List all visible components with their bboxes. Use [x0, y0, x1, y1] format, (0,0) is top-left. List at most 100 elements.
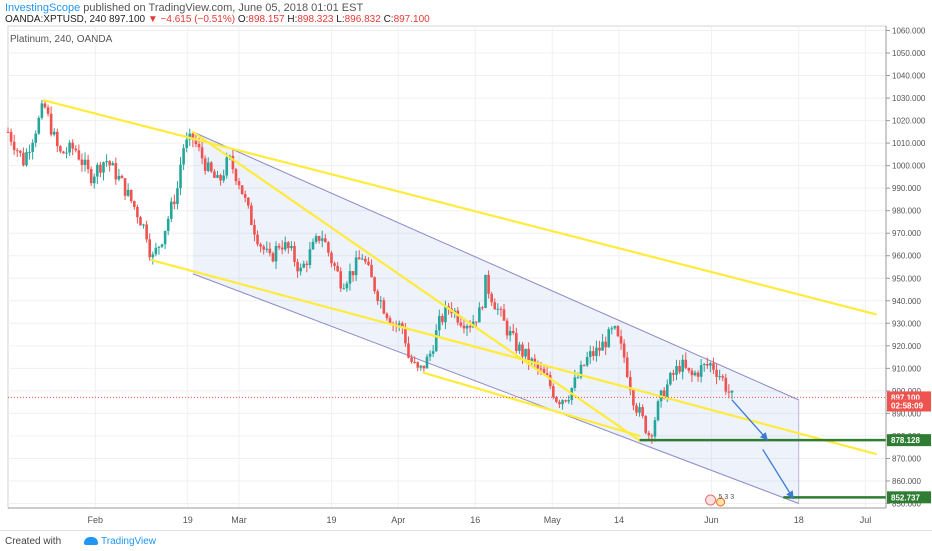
candle-body — [213, 171, 216, 178]
candle-body — [613, 326, 617, 329]
y-tick-label: 950.000 — [892, 274, 921, 283]
candle-body — [490, 293, 493, 303]
tradingview-link[interactable]: TradingView — [84, 536, 156, 547]
y-tick-label: 1040.000 — [892, 72, 926, 81]
candle-body — [561, 400, 564, 405]
candle-body — [629, 376, 632, 390]
y-tick-label: 1020.000 — [892, 117, 926, 126]
candle-body — [333, 263, 336, 266]
candle-body — [665, 384, 669, 399]
candle-body — [117, 175, 121, 180]
price-badge — [887, 399, 931, 412]
candle-body — [74, 148, 78, 151]
candle-body — [327, 242, 330, 253]
candle-body — [727, 391, 731, 393]
candle-body — [721, 376, 725, 378]
y-tick-label: 1030.000 — [892, 94, 926, 103]
x-tick-label: 19 — [326, 515, 336, 525]
y-tick-label: 960.000 — [892, 252, 921, 261]
candle-body — [148, 239, 152, 258]
y-tick-label: 910.000 — [892, 364, 921, 373]
candle-body — [336, 265, 339, 272]
candle-body — [114, 163, 118, 180]
projection-arrow — [731, 399, 769, 441]
candle-body — [456, 310, 460, 323]
x-tick-label: 18 — [794, 515, 804, 525]
candle-body — [625, 357, 629, 377]
candle-body — [715, 369, 718, 377]
candle-body — [576, 377, 580, 379]
candle-body — [419, 365, 423, 368]
y-tick-label: 850.000 — [892, 499, 921, 508]
candle-body — [564, 400, 567, 402]
candle-body — [246, 197, 250, 206]
candle-body — [635, 405, 638, 413]
candle-body — [31, 142, 34, 153]
candle-body — [37, 117, 41, 134]
y-tick-label: 1010.000 — [892, 139, 926, 148]
projection-arrow — [762, 449, 795, 500]
open-label: O: — [237, 14, 249, 25]
candle-body — [320, 238, 324, 241]
candle-body — [277, 245, 281, 248]
candle-body — [142, 224, 145, 226]
low-value: 896.832 — [344, 14, 381, 25]
created-with-text: Created with — [5, 536, 62, 547]
candle-body — [524, 348, 527, 357]
candle-body — [487, 274, 490, 294]
candle-body — [59, 146, 62, 152]
candle-body — [434, 330, 438, 352]
chart-area[interactable]: 5 3 3 850.000860.000870.000880.000890.00… — [0, 24, 932, 530]
candle-body — [133, 201, 136, 207]
candle-body — [65, 152, 68, 154]
candle-body — [379, 300, 383, 302]
candle-body — [515, 333, 518, 351]
candle-body — [681, 359, 684, 372]
y-tick-label: 940.000 — [892, 297, 921, 306]
candle-body — [216, 175, 219, 178]
candle-body — [308, 249, 312, 265]
x-tick-label: Jun — [704, 515, 719, 525]
candle-body — [478, 307, 481, 323]
candle-body — [237, 181, 241, 186]
candle-body — [296, 261, 299, 272]
candle-body — [610, 328, 614, 330]
candle-body — [12, 141, 16, 151]
candle-body — [404, 327, 407, 344]
candle-body — [194, 139, 198, 145]
candle-body — [231, 155, 235, 170]
trendline — [422, 371, 641, 438]
candle-body — [222, 175, 225, 181]
high-value: 898.323 — [297, 14, 334, 25]
candle-body — [311, 241, 315, 250]
x-tick-label: 16 — [470, 515, 480, 525]
candle-body — [370, 264, 373, 278]
candle-body — [129, 189, 133, 202]
candle-body — [662, 390, 666, 399]
candle-body — [530, 358, 534, 363]
candle-body — [111, 163, 115, 166]
candle-body — [551, 386, 555, 398]
candle-body — [718, 376, 721, 378]
candle-body — [548, 375, 552, 387]
candle-body — [108, 161, 111, 166]
candle-body — [653, 420, 657, 437]
candle-body — [256, 234, 259, 245]
candle-body — [92, 176, 96, 184]
candle-body — [545, 373, 549, 376]
y-tick-label: 930.000 — [892, 319, 921, 328]
price-chart[interactable]: 5 3 3 850.000860.000870.000880.000890.00… — [0, 24, 932, 530]
candle-body — [105, 161, 108, 163]
candle-body — [19, 150, 22, 153]
author-link[interactable]: InvestingScope — [5, 2, 81, 14]
candle-body — [55, 131, 59, 147]
candle-body — [567, 399, 570, 402]
candle-body — [305, 263, 309, 265]
candle-body — [499, 308, 503, 310]
candle-body — [102, 162, 105, 173]
candle-body — [259, 244, 262, 247]
candle-body — [410, 357, 413, 362]
candle-body — [675, 366, 678, 375]
candle-body — [459, 322, 463, 326]
candle-body — [539, 368, 543, 370]
